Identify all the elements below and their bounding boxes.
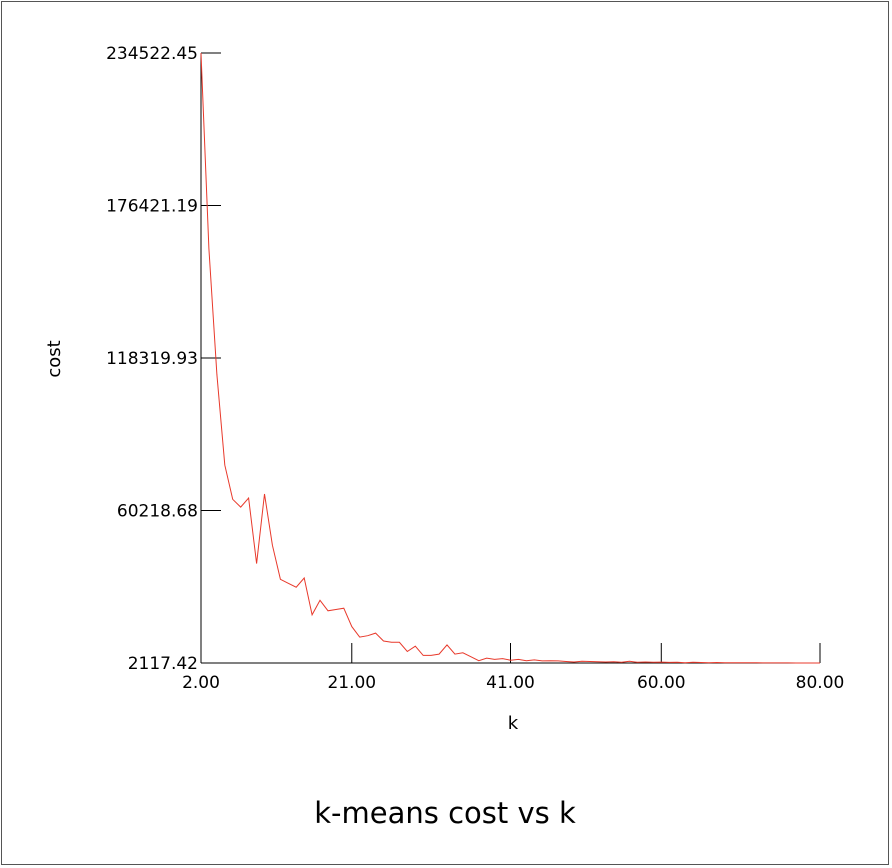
y-tick-label: 118319.93: [106, 349, 198, 369]
y-tick-label: 2117.42: [128, 654, 198, 674]
y-tick-label: 60218.68: [117, 502, 198, 522]
y-axis-title: cost: [44, 340, 65, 377]
x-tick-label: 60.00: [637, 673, 686, 693]
axes: 2117.42 60218.68 118319.93 176421.19 234522.…: [106, 44, 844, 693]
x-tick-label: 80.00: [796, 673, 845, 693]
chart-title: k-means cost vs k: [314, 796, 576, 830]
y-tick-label: 234522.45: [106, 44, 198, 64]
x-tick-label: 41.00: [486, 673, 535, 693]
x-tick-label: 21.00: [327, 673, 376, 693]
series-line: [200, 52, 820, 664]
plot-area: [200, 52, 820, 664]
y-tick-label: 176421.19: [106, 197, 198, 217]
x-axis-title: k: [508, 713, 519, 734]
x-tick-label: 2.00: [182, 673, 220, 693]
